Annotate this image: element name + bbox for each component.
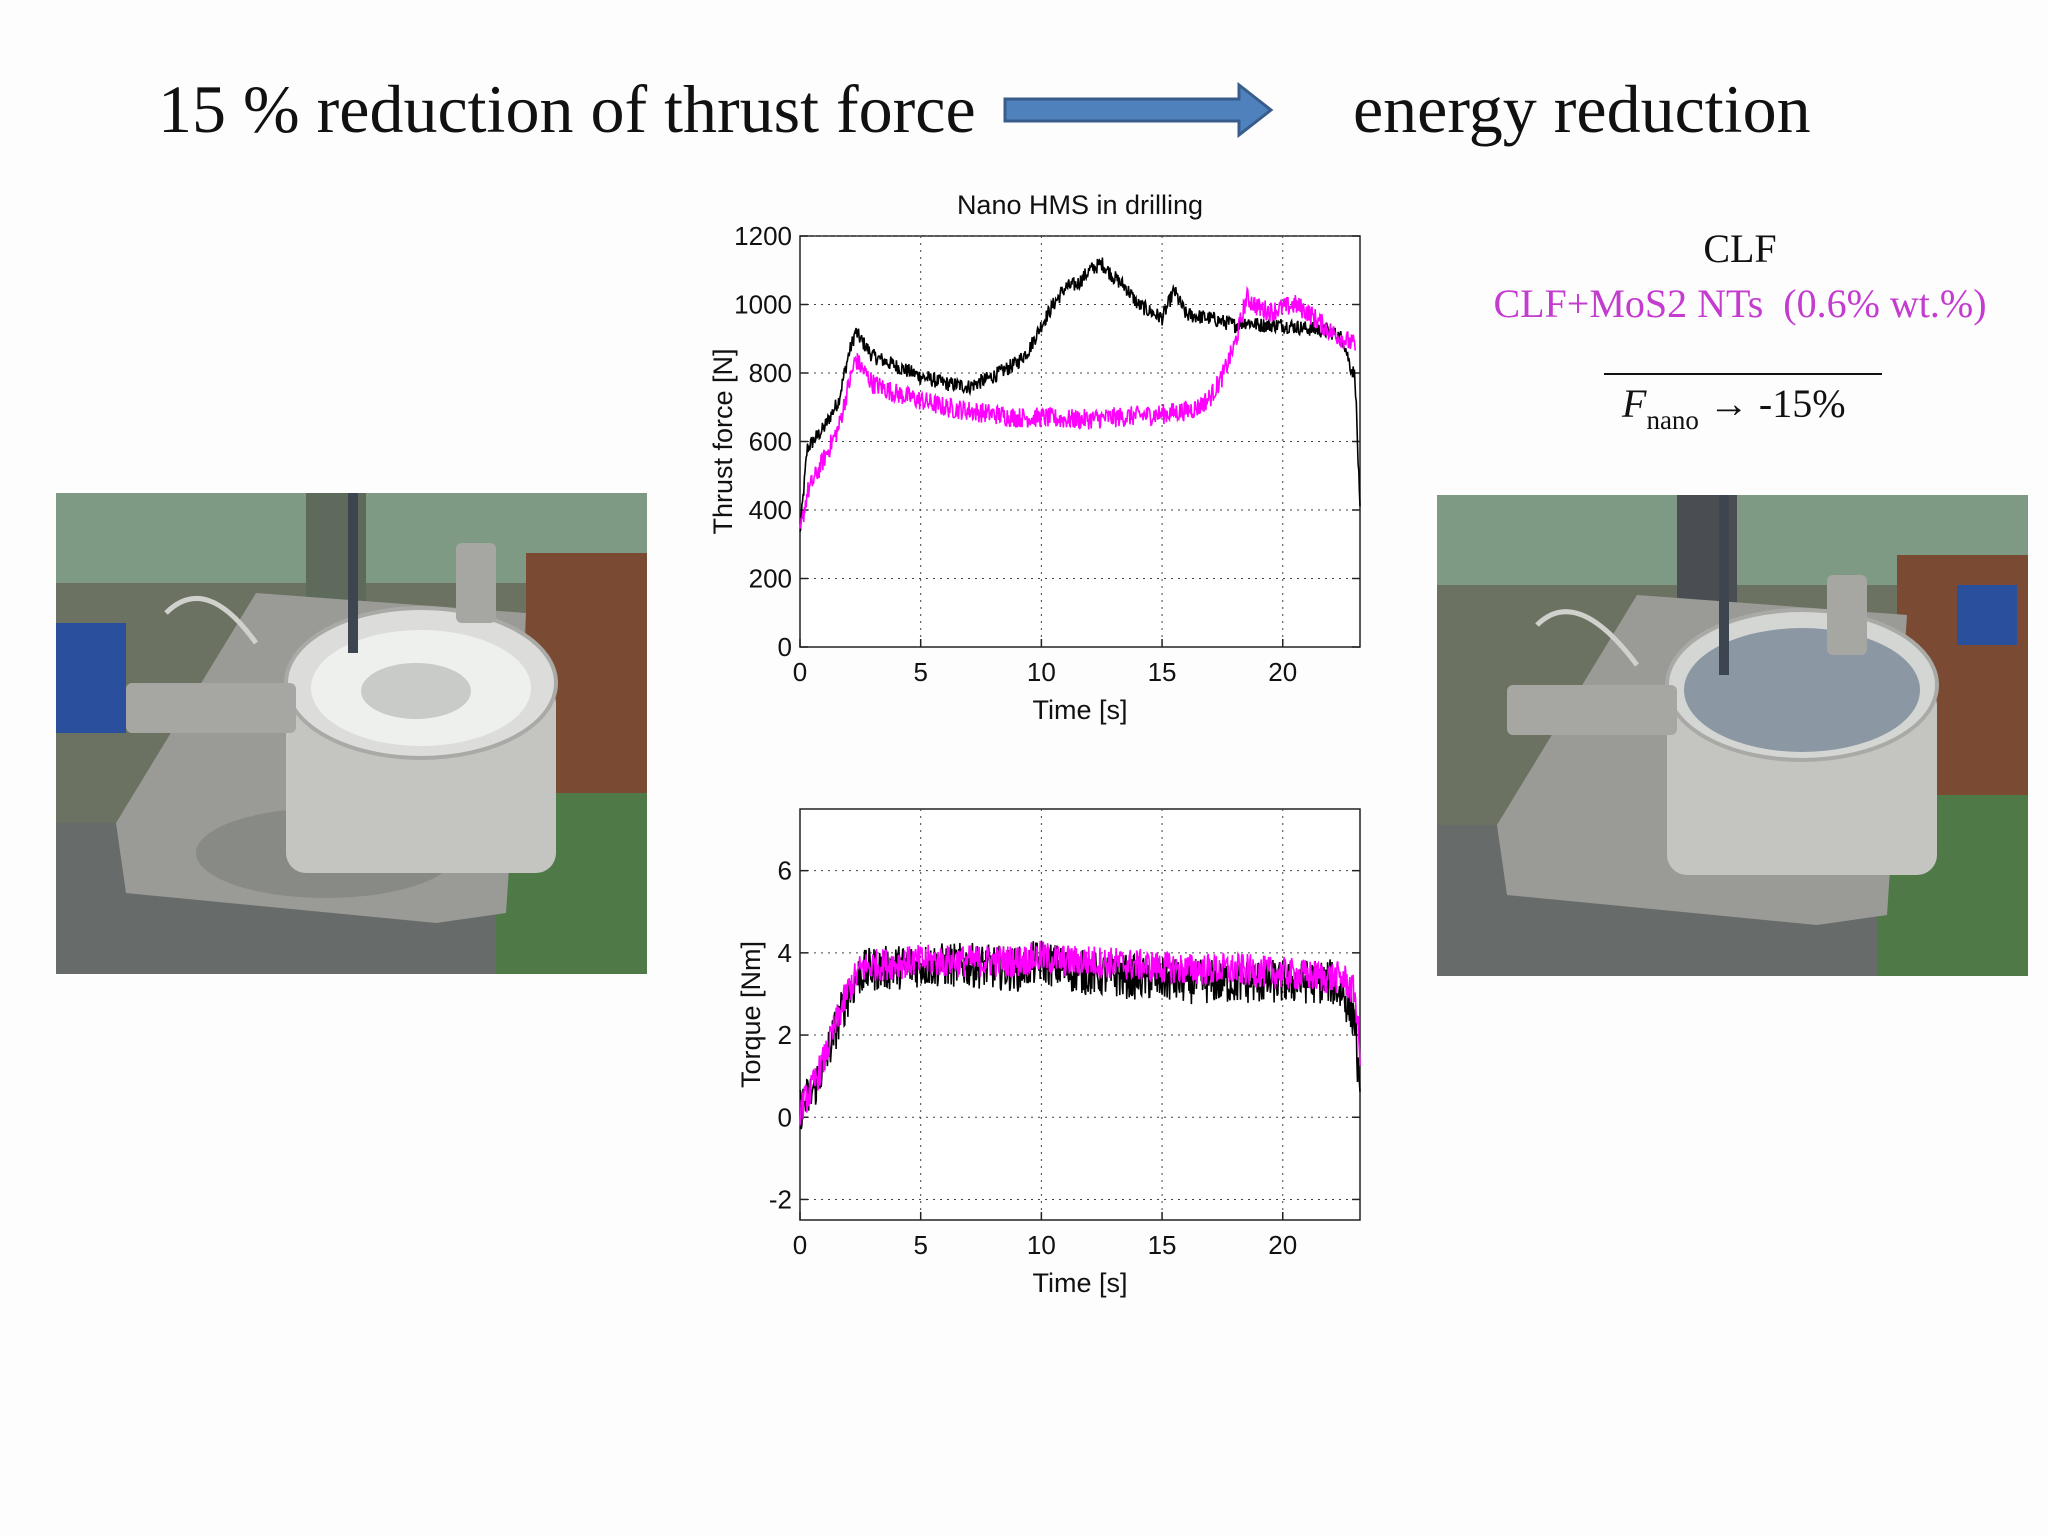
drill-photo-icon [56, 493, 647, 974]
headline-left: 15 % reduction of thrust force [158, 71, 976, 147]
formula-subscript: nano [1646, 405, 1699, 435]
drilling-setup-photo-clf-mos2 [1437, 495, 2028, 976]
y-tick-label: 1000 [734, 290, 792, 320]
y-tick-label: 600 [749, 427, 792, 457]
x-tick-label: 10 [1027, 657, 1056, 687]
legend-item-clf: CLF [1703, 226, 1777, 271]
x-axis-label: Time [s] [1032, 695, 1127, 725]
x-tick-label: 0 [793, 1230, 807, 1260]
y-tick-label: 400 [749, 495, 792, 525]
plot-area [799, 808, 1361, 1221]
y-tick-label: 6 [778, 856, 792, 886]
y-axis-label: Torque [Nm] [736, 941, 766, 1088]
y-tick-label: 4 [778, 938, 792, 968]
x-tick-label: 0 [793, 657, 807, 687]
series-line-clf-mos2 [799, 941, 1361, 1126]
legend-item-clf-mos2: CLF+MoS2 NTs (0.6% wt.%) [1493, 281, 1987, 326]
formula-result: → -15% [1698, 381, 1846, 426]
formula-variable: F [1622, 381, 1647, 426]
y-tick-label: 0 [778, 1102, 792, 1132]
chart-legend: CLF CLF+MoS2 NTs (0.6% wt.%) [1470, 225, 2010, 327]
x-tick-label: 10 [1027, 1230, 1056, 1260]
y-tick-label: -2 [769, 1184, 792, 1214]
y-tick-label: 800 [749, 358, 792, 388]
y-tick-label: 0 [778, 632, 792, 662]
drill-photo-icon [1437, 495, 2028, 976]
x-tick-label: 20 [1268, 657, 1297, 687]
x-tick-label: 15 [1148, 1230, 1177, 1260]
x-tick-label: 5 [913, 657, 927, 687]
right-arrow-icon [1003, 82, 1274, 138]
thrust-reduction-formula: Fnano → -15% [1622, 380, 1846, 436]
x-tick-label: 15 [1148, 657, 1177, 687]
y-tick-label: 1200 [734, 221, 792, 251]
x-axis-label: Time [s] [1032, 1268, 1127, 1298]
chart-title: Nano HMS in drilling [957, 190, 1203, 220]
legend-divider [1604, 373, 1882, 375]
series-line-clf-mos2 [799, 285, 1356, 529]
x-tick-label: 5 [913, 1230, 927, 1260]
y-tick-label: 2 [778, 1020, 792, 1050]
y-axis-label: Thrust force [N] [708, 348, 738, 534]
x-tick-label: 20 [1268, 1230, 1297, 1260]
y-tick-label: 200 [749, 564, 792, 594]
drilling-setup-photo-clf [56, 493, 647, 974]
headline-right: energy reduction [1353, 71, 1811, 147]
series-line-clf [799, 257, 1361, 532]
